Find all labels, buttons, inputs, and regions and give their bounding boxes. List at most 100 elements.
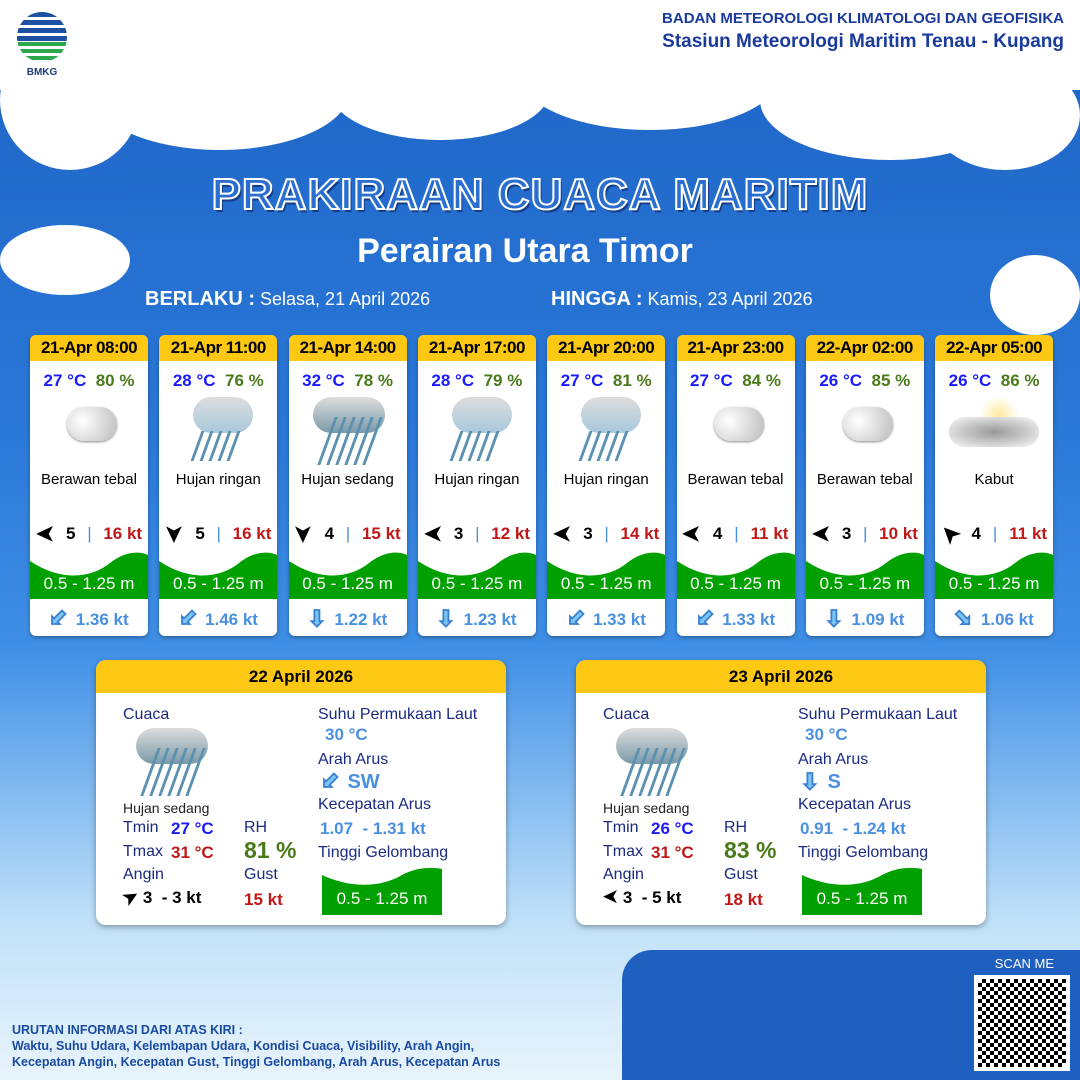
tmax: 31 °C bbox=[651, 843, 694, 862]
humidity: 76 % bbox=[225, 371, 264, 390]
current-direction-arrow-icon: ➡ bbox=[690, 602, 722, 634]
humidity: 84 % bbox=[742, 371, 781, 390]
wave-height-panel: 0.5 - 1.25 m bbox=[288, 549, 407, 599]
current-direction-arrow-icon: ➡ bbox=[798, 771, 824, 791]
wave-height: 0.5 - 1.25 m bbox=[948, 574, 1040, 593]
scan-me-label: SCAN ME bbox=[994, 956, 1054, 971]
weather-condition: Hujan ringan bbox=[434, 471, 520, 488]
divider: | bbox=[992, 524, 998, 543]
divider: | bbox=[734, 524, 739, 543]
label-tmax: Tmax bbox=[123, 843, 163, 860]
gust-speed: 11 kt bbox=[750, 524, 789, 543]
air-temperature: 26 °C bbox=[819, 371, 863, 390]
air-temperature: 28 °C bbox=[431, 371, 475, 390]
label-tmin: Tmin bbox=[123, 819, 159, 836]
gust-speed: 12 kt bbox=[491, 524, 530, 543]
divider: | bbox=[863, 524, 868, 543]
current-speed: 1.06 kt bbox=[980, 610, 1034, 629]
light-rain-icon bbox=[427, 395, 527, 467]
rh: 83 % bbox=[724, 837, 777, 863]
current-direction-arrow-icon: ➡ bbox=[315, 765, 347, 797]
wave-height: 0.5 - 1.25 m bbox=[43, 574, 135, 593]
wave-height: 0.5 - 1.25 m bbox=[819, 574, 911, 593]
gust: 18 kt bbox=[724, 890, 763, 909]
light-rain-icon bbox=[168, 395, 268, 467]
footer-notes: URUTAN INFORMASI DARI ATAS KIRI : Waktu,… bbox=[12, 1023, 501, 1069]
air-temperature: 28 °C bbox=[172, 371, 216, 390]
humidity: 86 % bbox=[1000, 371, 1040, 390]
forecast-time: 21-Apr 14:00 bbox=[288, 335, 407, 361]
current-direction-arrow-icon: ➡ bbox=[560, 602, 592, 634]
current-speed: 1.23 kt bbox=[463, 610, 517, 629]
gust-speed: 15 kt bbox=[361, 524, 401, 543]
rh: 81 % bbox=[244, 837, 297, 863]
wave-height: 0.5 - 1.25 m bbox=[302, 574, 393, 593]
current-speed: 1.33 kt bbox=[722, 610, 776, 629]
qr-code[interactable] bbox=[974, 975, 1070, 1071]
label-gust: Gust bbox=[244, 866, 278, 883]
weather-condition: Berawan tebal bbox=[41, 471, 137, 488]
cloudy-icon bbox=[815, 395, 915, 467]
wind-direction-arrow-icon: ➤ bbox=[291, 524, 317, 544]
humidity: 79 % bbox=[483, 371, 523, 390]
current-direction-arrow-icon: ➡ bbox=[172, 602, 204, 634]
forecast-card: 21-Apr 23:00 27 °C 84 % Berawan tebal ➤ 4… bbox=[676, 335, 795, 636]
cloud-decoration bbox=[0, 225, 130, 295]
wave-height: 0.5 - 1.25 m bbox=[172, 574, 264, 593]
label-tmax: Tmax bbox=[603, 843, 643, 860]
divider: | bbox=[345, 524, 351, 543]
tmin: 27 °C bbox=[171, 819, 214, 838]
current-direction-arrow-icon: ➡ bbox=[305, 608, 331, 628]
air-temperature: 27 °C bbox=[690, 371, 733, 390]
current-speed-range: 0.91 - 1.24 kt bbox=[800, 819, 906, 838]
forecast-card: 21-Apr 20:00 27 °C 81 % Hujan ringan ➤ 3 |… bbox=[547, 335, 666, 636]
wave-height-panel: 0.5 - 1.25 m bbox=[802, 865, 922, 915]
current-direction-arrow-icon: ➡ bbox=[948, 602, 980, 634]
gust-speed: 16 kt bbox=[232, 524, 272, 543]
gust-speed: 11 kt bbox=[1009, 524, 1048, 543]
org-name: BADAN METEOROLOGI KLIMATOLOGI DAN GEOFIS… bbox=[662, 10, 1064, 27]
divider: | bbox=[604, 524, 609, 543]
current-speed: 1.46 kt bbox=[205, 610, 258, 629]
cloud-decoration bbox=[330, 40, 550, 140]
wind-speed: 5 bbox=[195, 524, 205, 543]
label-wave: Tinggi Gelombang bbox=[318, 844, 449, 861]
humidity: 85 % bbox=[871, 371, 911, 390]
current-direction: S bbox=[827, 771, 841, 793]
air-temperature: 27 °C bbox=[560, 371, 604, 390]
current-speed: 1.09 kt bbox=[851, 610, 905, 629]
forecast-card: 21-Apr 08:00 27 °C 80 % Berawan tebal ➤ 5… bbox=[30, 335, 148, 636]
current-direction: SW bbox=[347, 771, 380, 793]
wave-height-panel: 0.5 - 1.25 m bbox=[30, 549, 148, 599]
moderate-rain-icon bbox=[121, 726, 221, 798]
wind-speed: 3 bbox=[841, 524, 852, 543]
forecast-time: 21-Apr 11:00 bbox=[159, 335, 278, 361]
label-rh: RH bbox=[244, 819, 268, 836]
tmax: 31 °C bbox=[171, 843, 214, 862]
weather-condition: Hujan ringan bbox=[563, 471, 649, 488]
wave-height-panel: 0.5 - 1.25 m bbox=[676, 549, 795, 599]
wave-height-panel: 0.5 - 1.25 m bbox=[935, 549, 1054, 599]
forecast-card: 21-Apr 14:00 32 °C 78 % Hujan sedang ➤ 4 |… bbox=[288, 335, 407, 636]
gust-speed: 16 kt bbox=[103, 524, 143, 543]
current-speed-range: 1.07 - 1.31 kt bbox=[320, 819, 426, 838]
wind-range: 3 - 3 kt bbox=[142, 888, 202, 907]
cloud-decoration bbox=[930, 60, 1080, 170]
label-tmin: Tmin bbox=[603, 819, 639, 836]
forecast-time: 22-Apr 02:00 bbox=[805, 335, 924, 361]
current-direction-arrow-icon: ➡ bbox=[822, 608, 848, 628]
daily-summary-card: 23 April 2026 Cuaca Hujan sedang Tmin 26… bbox=[576, 660, 986, 925]
divider: | bbox=[87, 524, 92, 543]
weather-condition: Berawan tebal bbox=[816, 471, 913, 488]
forecast-time: 21-Apr 23:00 bbox=[676, 335, 795, 361]
forecast-card: 21-Apr 17:00 28 °C 79 % Hujan ringan ➤ 3 |… bbox=[417, 335, 536, 636]
wind-speed: 4 bbox=[324, 524, 335, 543]
label-current-speed: Kecepatan Arus bbox=[318, 796, 431, 813]
current-speed: 1.33 kt bbox=[592, 610, 646, 629]
forecast-time: 21-Apr 08:00 bbox=[30, 335, 148, 361]
fog-icon bbox=[944, 395, 1044, 467]
wind-direction-arrow-icon: ➤ bbox=[603, 887, 619, 907]
tmin: 26 °C bbox=[651, 819, 694, 838]
air-temperature: 26 °C bbox=[948, 371, 992, 390]
wind-direction-arrow-icon: ➤ bbox=[423, 522, 443, 547]
